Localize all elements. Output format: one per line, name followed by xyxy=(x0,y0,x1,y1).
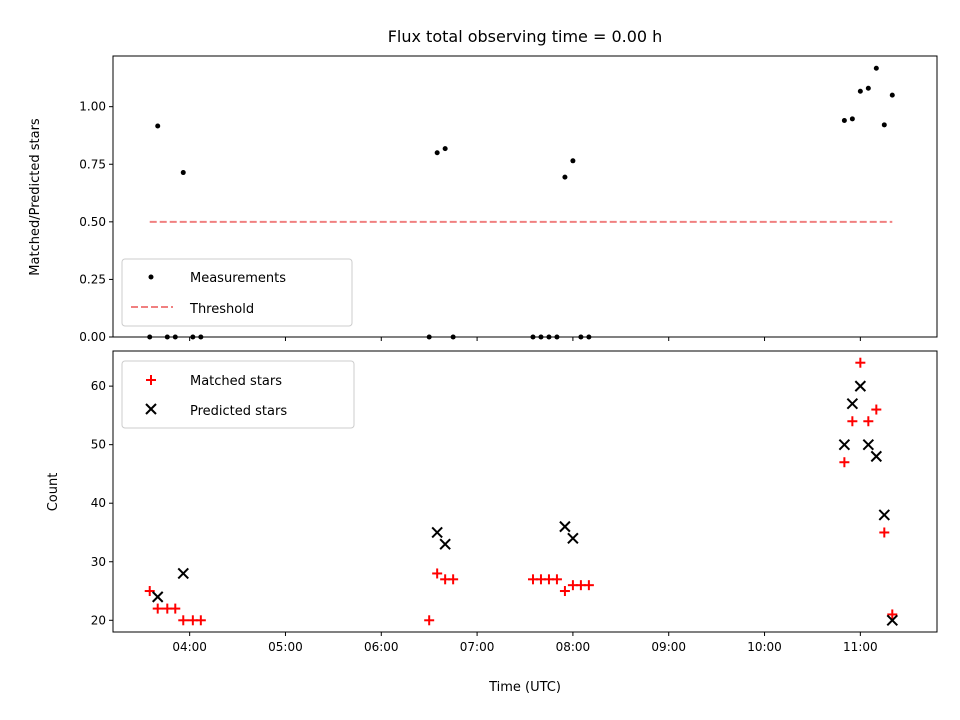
ratio-y-ticks: 0.00 0.25 0.50 0.75 1.00 xyxy=(79,100,113,344)
y-tick-label: 0.50 xyxy=(79,215,106,229)
predicted-star-point xyxy=(854,380,867,392)
y-tick-label: 0.25 xyxy=(79,272,106,286)
matched-star-point xyxy=(871,404,882,415)
measurement-point xyxy=(155,123,161,129)
predicted-star-point xyxy=(431,526,443,539)
predicted-star-point xyxy=(177,567,189,580)
measurement-point xyxy=(857,88,863,94)
matched-star-point xyxy=(195,615,206,626)
matched-star-point xyxy=(863,416,874,427)
matched-star-point xyxy=(855,357,866,368)
predicted-star-point xyxy=(838,438,851,451)
matched-star-point xyxy=(448,574,459,585)
y-tick-label: 1.00 xyxy=(79,100,106,114)
measurement-point xyxy=(889,92,895,98)
matched-star-point xyxy=(839,457,850,468)
measurement-point xyxy=(881,122,887,128)
matched-star-point xyxy=(170,603,181,614)
measurement-point xyxy=(562,174,568,180)
measurement-point xyxy=(865,85,871,91)
predicted-star-point xyxy=(152,591,164,603)
measurement-point xyxy=(180,170,186,176)
matched-star-point xyxy=(432,568,443,579)
count-y-axis-label: Count xyxy=(46,473,61,512)
ratio-x-ticks xyxy=(189,337,861,341)
predicted-star-point xyxy=(559,520,571,533)
ratio-legend-box xyxy=(121,258,353,327)
x-axis-label: Time (UTC) xyxy=(488,680,561,695)
count-y-ticks: 20 30 40 50 60 xyxy=(91,379,113,627)
chart-title: Flux total observing time = 0.00 h xyxy=(388,27,663,46)
y-tick-label: 60 xyxy=(91,379,106,393)
predicted-star-point xyxy=(870,450,883,463)
matched-star-point xyxy=(879,527,890,538)
matched-star-point xyxy=(583,580,594,591)
x-tick-label: 04:00 xyxy=(172,640,207,654)
measurement-point xyxy=(442,146,448,152)
legend-label-measurements: Measurements xyxy=(190,271,286,286)
predicted-star-point xyxy=(886,614,898,626)
measurement-point xyxy=(849,116,855,122)
legend-marker-measurements xyxy=(148,274,154,280)
predicted-star-point xyxy=(878,509,891,521)
matched-star-point xyxy=(887,609,898,620)
legend-marker-predicted xyxy=(145,403,157,415)
panel-count: 20 30 40 50 60 04:00 05:00 06:00 07:00 08:00 09:0… xyxy=(46,350,938,695)
y-tick-label: 20 xyxy=(91,613,106,627)
matched-star-point xyxy=(559,586,570,597)
legend-label-predicted: Predicted stars xyxy=(190,404,287,419)
y-tick-label: 50 xyxy=(91,438,106,452)
predicted-star-point xyxy=(862,438,875,451)
predicted-star-point xyxy=(439,538,451,550)
ratio-legend: Measurements Threshold xyxy=(121,258,353,327)
count-plot-area xyxy=(144,357,898,626)
measurement-point xyxy=(873,65,879,71)
matched-star-point xyxy=(551,574,562,585)
count-axes-frame xyxy=(112,350,938,633)
ratio-y-axis-label: Matched/Predicted stars xyxy=(28,118,43,276)
legend-marker-matched xyxy=(146,375,156,385)
measurement-point xyxy=(841,117,847,123)
count-x-ticks: 04:00 05:00 06:00 07:00 08:00 09:00 10:00 11:00 xyxy=(172,632,878,654)
x-tick-label: 07:00 xyxy=(460,640,495,654)
matched-star-point xyxy=(152,603,163,614)
ratio-axes-frame xyxy=(112,55,938,338)
predicted-star-point xyxy=(567,532,579,545)
measurement-point xyxy=(570,158,576,164)
count-legend: Matched stars Predicted stars xyxy=(121,360,355,429)
y-tick-label: 0.00 xyxy=(79,330,106,344)
y-tick-label: 0.75 xyxy=(79,157,106,171)
x-tick-label: 08:00 xyxy=(556,640,591,654)
matched-star-point xyxy=(178,615,189,626)
y-tick-label: 40 xyxy=(91,496,106,510)
legend-label-threshold: Threshold xyxy=(189,302,254,317)
legend-label-matched: Matched stars xyxy=(190,374,282,389)
x-tick-label: 09:00 xyxy=(651,640,686,654)
matched-star-point xyxy=(144,586,155,597)
x-tick-label: 05:00 xyxy=(268,640,303,654)
x-tick-label: 11:00 xyxy=(843,640,878,654)
x-tick-label: 06:00 xyxy=(364,640,399,654)
count-legend-box xyxy=(121,360,355,429)
predicted-star-point xyxy=(846,397,859,410)
x-tick-label: 10:00 xyxy=(747,640,782,654)
panel-ratio: 0.00 0.25 0.50 0.75 1.00 Matched/Predicted s… xyxy=(28,55,938,344)
y-tick-label: 30 xyxy=(91,555,106,569)
matched-star-point xyxy=(424,615,435,626)
measurement-point xyxy=(434,150,440,156)
matched-star-point xyxy=(847,416,858,427)
